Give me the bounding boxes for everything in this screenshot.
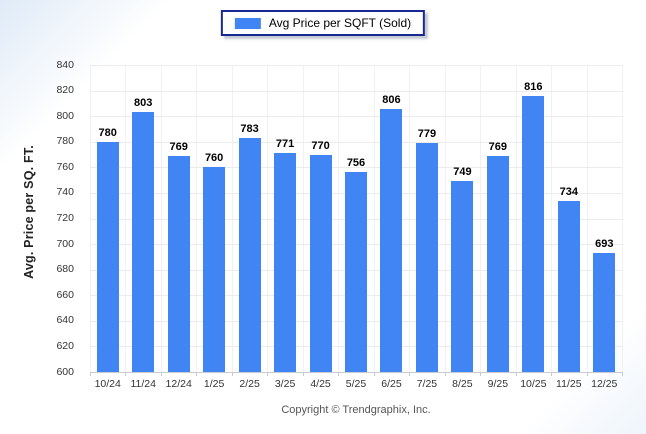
bar-value-label: 749 xyxy=(453,166,472,179)
y-tick-label: 720 xyxy=(56,212,74,224)
legend: Avg Price per SQFT (Sold) xyxy=(220,10,426,36)
legend-swatch xyxy=(234,17,261,29)
axis-tick xyxy=(267,372,269,376)
bar xyxy=(451,181,474,372)
bar-value-label: 770 xyxy=(311,139,330,152)
h-gridline xyxy=(90,116,622,118)
axis-tick xyxy=(480,372,482,376)
axis-tick xyxy=(302,372,304,376)
y-tick-label: 740 xyxy=(56,186,74,199)
bar-value-label: 769 xyxy=(169,140,188,153)
y-tick-label: 660 xyxy=(56,288,74,301)
bar-value-label: 693 xyxy=(595,238,614,251)
x-tick-label: 3/25 xyxy=(274,378,296,390)
axis-tick xyxy=(622,372,623,376)
bar xyxy=(167,155,190,372)
axis-tick xyxy=(160,372,162,376)
x-tick-label: 10/25 xyxy=(520,378,547,390)
y-tick-label: 700 xyxy=(56,237,74,250)
x-tick-label: 12/25 xyxy=(591,378,618,390)
bar-value-label: 769 xyxy=(488,140,508,153)
bar-value-label: 756 xyxy=(346,157,366,170)
h-gridline xyxy=(90,167,622,169)
y-tick-label: 780 xyxy=(56,135,74,148)
y-tick-label: 600 xyxy=(56,365,74,378)
legend-label: Avg Price per SQFT (Sold) xyxy=(268,16,412,30)
bar-value-label: 771 xyxy=(275,138,295,151)
v-gridline xyxy=(622,65,623,372)
x-axis-line xyxy=(90,372,622,373)
y-tick-label: 620 xyxy=(56,339,74,352)
y-tick-label: 820 xyxy=(56,84,74,97)
bar xyxy=(274,153,297,372)
y-tick-label: 760 xyxy=(56,160,74,173)
y-tick-label: 640 xyxy=(56,314,74,327)
x-tick-label: 7/25 xyxy=(416,378,438,390)
bar xyxy=(380,108,403,372)
axis-tick xyxy=(231,372,233,376)
footer-text: Copyright © Trendgraphix, Inc. xyxy=(281,404,431,416)
bar xyxy=(238,137,261,372)
axis-tick xyxy=(551,372,553,376)
y-tick-label: 680 xyxy=(56,263,74,276)
x-tick-label: 4/25 xyxy=(310,378,331,390)
x-tick-label: 6/25 xyxy=(381,378,402,390)
h-gridline xyxy=(90,65,622,66)
axis-tick xyxy=(125,372,127,376)
axis-tick xyxy=(409,372,411,376)
y-axis-labels: 840 820 800 780 760 740 720 700 680 660 640 620 600 xyxy=(0,59,84,378)
bar xyxy=(203,167,226,372)
y-tick-label: 840 xyxy=(56,58,74,71)
bar xyxy=(415,143,438,372)
plot-area: 780 803 769 760 783 771 770 756 806 779 749 769 816 7… xyxy=(90,65,623,376)
bar xyxy=(557,200,580,372)
bar-value-label: 760 xyxy=(204,152,224,165)
axis-tick xyxy=(586,372,588,376)
bar xyxy=(132,112,155,372)
bar-value-label: 803 xyxy=(134,97,153,110)
x-tick-label: 11/24 xyxy=(130,378,156,390)
h-gridline xyxy=(90,90,622,92)
bar-value-label: 779 xyxy=(417,128,437,141)
x-tick-label: 10/24 xyxy=(94,378,121,390)
bar-value-label: 783 xyxy=(240,122,259,135)
bar-value-label: 816 xyxy=(524,80,543,93)
x-tick-label: 11/25 xyxy=(556,378,582,390)
y-tick-label: 800 xyxy=(56,109,74,122)
x-axis-labels: 10/24 11/24 12/24 1/25 2/25 3/25 4/25 5/25 6/25 7… xyxy=(0,378,646,392)
axis-tick xyxy=(373,372,375,376)
bar xyxy=(96,141,119,372)
bar xyxy=(522,95,545,372)
x-tick-label: 1/25 xyxy=(203,378,225,390)
bar xyxy=(486,155,509,372)
axis-tick xyxy=(515,372,517,376)
axis-tick xyxy=(444,372,446,376)
bar xyxy=(345,172,367,372)
bar xyxy=(309,154,332,372)
bar-value-label: 806 xyxy=(382,93,401,106)
x-tick-label: 8/25 xyxy=(452,378,473,390)
x-tick-label: 9/25 xyxy=(487,378,509,390)
axis-tick xyxy=(90,372,91,376)
bar-value-label: 734 xyxy=(559,185,578,198)
axis-tick xyxy=(196,372,198,376)
x-tick-label: 5/25 xyxy=(345,378,367,390)
bar-value-label: 780 xyxy=(98,126,117,139)
axis-tick xyxy=(338,372,340,376)
x-tick-label: 2/25 xyxy=(239,378,260,390)
x-tick-label: 12/24 xyxy=(165,378,192,390)
bar xyxy=(593,253,616,372)
h-gridline xyxy=(90,141,622,143)
